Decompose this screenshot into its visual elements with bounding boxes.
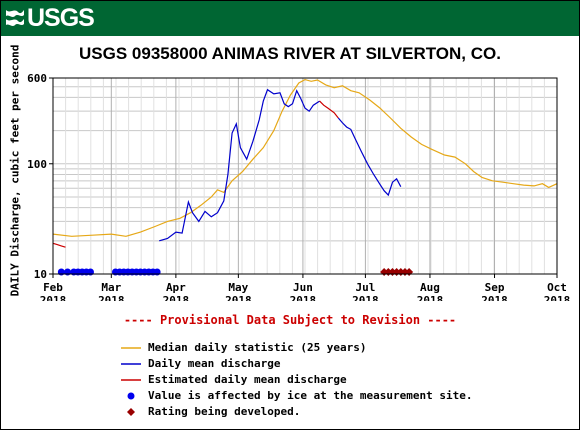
y-tick-label: 100 xyxy=(27,158,47,171)
chart-svg: 10100600Feb2018Mar2018Apr2018May2018Jun2… xyxy=(27,72,570,301)
mean-series-line xyxy=(337,117,402,197)
rating-diamond-icon xyxy=(127,408,135,416)
x-tick-label-month: Sep xyxy=(485,281,505,294)
mean-series-line xyxy=(159,88,320,242)
legend-item-median: Median daily statistic (25 years) xyxy=(121,340,541,356)
x-tick-label-month: Apr xyxy=(166,281,186,294)
median-series-line xyxy=(52,78,558,237)
x-tick-label-month: Aug xyxy=(420,281,440,294)
x-tick-label-year: 2018 xyxy=(163,294,190,301)
tick-layer: 10100600Feb2018Mar2018Apr2018May2018Jun2… xyxy=(27,72,570,301)
y-tick-label: 600 xyxy=(27,72,47,85)
x-tick-label-year: 2018 xyxy=(290,294,317,301)
x-tick-label-month: Mar xyxy=(101,281,121,294)
x-tick-label-month: Jun xyxy=(293,281,313,294)
series-layer xyxy=(52,78,558,248)
rating-marker xyxy=(405,268,414,276)
usgs-banner: USGS xyxy=(1,1,579,36)
legend: Median daily statistic (25 years) Daily … xyxy=(121,340,541,420)
chart-title: USGS 09358000 ANIMAS RIVER AT SILVERTON,… xyxy=(79,44,501,63)
legend-item-estimated: Estimated daily mean discharge xyxy=(121,372,541,388)
legend-label-rating: Rating being developed. xyxy=(148,405,301,418)
provisional-notice: ---- Provisional Data Subject to Revisio… xyxy=(123,313,457,327)
x-tick-label-year: 2018 xyxy=(98,294,125,301)
usgs-wave-icon xyxy=(6,9,24,26)
estimated-series-line xyxy=(319,100,339,119)
logo-text: USGS xyxy=(27,4,95,32)
x-tick-label-month: Jul xyxy=(355,281,375,294)
legend-item-ice: Value is affected by ice at the measurem… xyxy=(121,388,541,404)
legend-label-estimated: Estimated daily mean discharge xyxy=(148,373,347,386)
legend-item-mean: Daily mean discharge xyxy=(121,356,541,372)
legend-item-rating: Rating being developed. xyxy=(121,404,541,420)
estimated-line-swatch xyxy=(121,379,141,381)
grid-lines xyxy=(52,78,558,274)
x-tick-label-month: May xyxy=(228,281,248,294)
legend-label-median: Median daily statistic (25 years) xyxy=(148,341,367,354)
ice-dot-icon xyxy=(127,392,135,400)
legend-label-mean: Daily mean discharge xyxy=(148,357,281,370)
usgs-logo[interactable]: USGS xyxy=(5,4,95,33)
y-tick-label: 10 xyxy=(34,268,47,281)
legend-label-ice: Value is affected by ice at the measurem… xyxy=(148,389,473,402)
x-tick-label-month: Feb xyxy=(43,281,63,294)
mean-line-swatch xyxy=(121,363,141,365)
estimated-series-line xyxy=(52,242,66,248)
x-tick-label-month: Oct xyxy=(547,281,567,294)
x-tick-label-year: 2018 xyxy=(417,294,444,301)
median-line-swatch xyxy=(121,347,141,349)
x-tick-label-year: 2018 xyxy=(352,294,379,301)
plot-border xyxy=(52,77,558,275)
x-tick-label-year: 2018 xyxy=(40,294,67,301)
x-tick-label-year: 2018 xyxy=(225,294,252,301)
x-tick-label-year: 2018 xyxy=(481,294,508,301)
x-tick-label-year: 2018 xyxy=(544,294,571,301)
